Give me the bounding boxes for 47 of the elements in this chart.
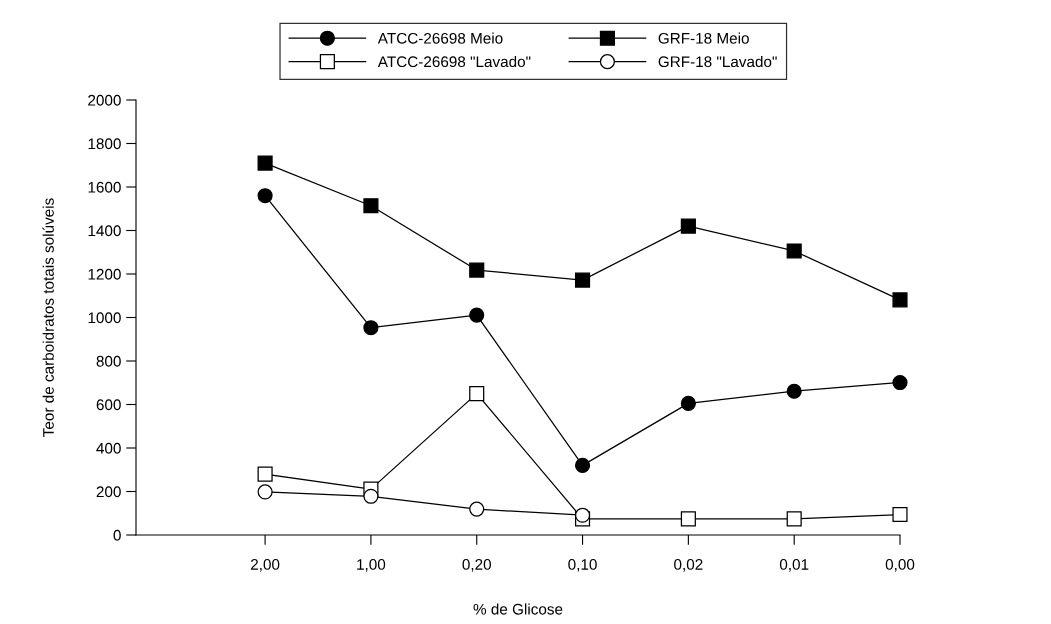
point (892, 292, 908, 308)
x-tick-label: 1,00 (357, 559, 386, 572)
x-tick-label: 0,01 (779, 559, 809, 572)
y-tick-label: 1000 (88, 312, 121, 324)
point (469, 307, 485, 323)
point (469, 501, 485, 517)
point (680, 395, 696, 411)
y-tick-label: 600 (96, 399, 121, 411)
point (680, 511, 696, 527)
y-tick-label: 1800 (88, 138, 121, 150)
point (257, 484, 273, 500)
legend-label: GRF-18 Meio (658, 32, 749, 44)
point (257, 466, 273, 482)
x-tick-label: 2,00 (251, 559, 280, 572)
point (786, 511, 802, 527)
x-axis-title: % de Glicose (473, 603, 563, 615)
point (363, 198, 379, 214)
point (892, 506, 908, 523)
legend-label: ATCC-26698 "Lavado" (377, 55, 531, 68)
point (363, 320, 379, 336)
y-tick-label: 0 (113, 529, 121, 541)
y-tick-label: 800 (96, 355, 121, 367)
point (680, 218, 696, 234)
y-tick-label: 1200 (88, 268, 121, 280)
x-tick-label: 0,20 (462, 559, 491, 572)
y-tick-label: 200 (96, 486, 121, 498)
point (786, 383, 802, 399)
point (469, 386, 485, 402)
x-tick-label: 0,02 (674, 559, 703, 572)
y-tick-label: 400 (96, 442, 121, 454)
point (786, 243, 802, 259)
point (892, 374, 908, 391)
point (574, 457, 591, 473)
point (574, 507, 591, 523)
legend-label: GRF-18 "Lavado" (658, 55, 777, 68)
point (257, 155, 273, 171)
point (574, 272, 591, 288)
y-tick-label: 1400 (88, 225, 121, 237)
y-axis-title: Teor de carboidratos totais solúveis (42, 198, 54, 437)
point (257, 188, 273, 204)
x-tick-label: 0,00 (885, 559, 915, 572)
point (469, 262, 485, 278)
point (363, 488, 379, 504)
y-tick-label: 2000 (88, 94, 121, 106)
legend-label: ATCC-26698 Meio (377, 32, 503, 44)
x-tick-label: 0,10 (568, 559, 597, 572)
y-tick-label: 1600 (88, 181, 121, 193)
